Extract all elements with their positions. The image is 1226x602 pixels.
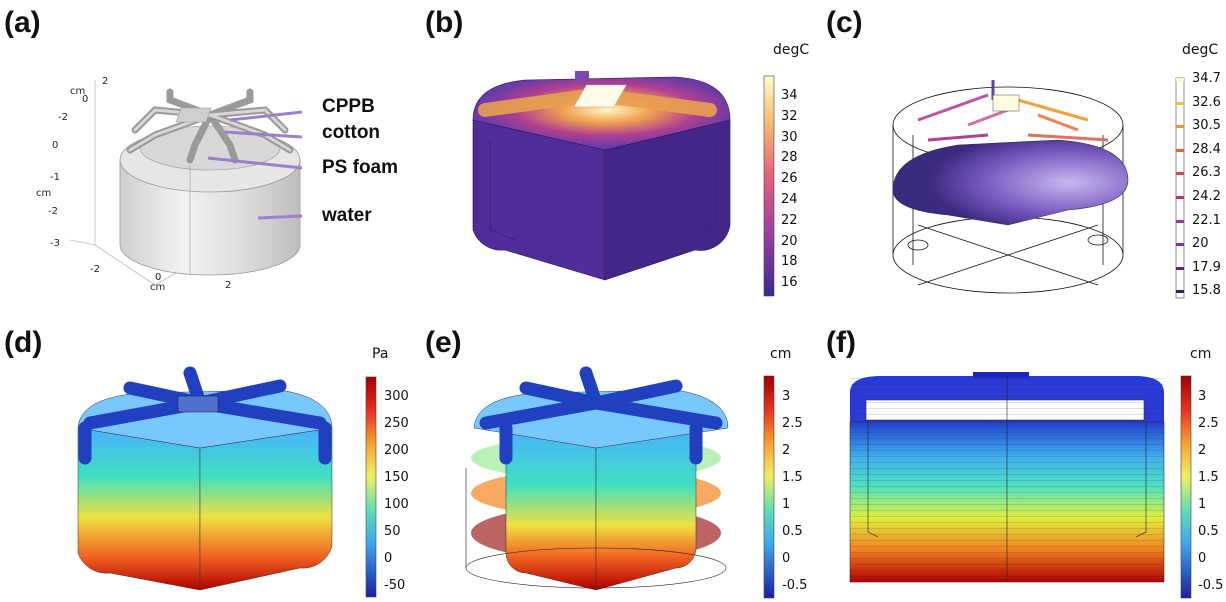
colorbar-d-tick-0: 300	[384, 389, 409, 404]
axis-a-left-0: 0	[52, 140, 59, 151]
colorbar-d-tick-3: 150	[384, 470, 409, 485]
callout-cotton: cotton	[322, 122, 381, 143]
colorbar-e-tick-2: 2	[782, 443, 791, 458]
colorbar-c-mark-2	[1176, 125, 1184, 129]
colorbar-b-tick-3: 28	[781, 150, 798, 166]
colorbar-b-tick-7: 20	[781, 233, 798, 249]
axis-a-top-2: 2	[102, 76, 109, 87]
unit-f: cm	[1190, 346, 1212, 362]
unit-b: degC	[773, 42, 810, 58]
colorbar-c-tick-0: 34.7	[1192, 71, 1221, 86]
colorbar-c-mark-1	[1176, 101, 1184, 105]
colorbar-f	[1180, 375, 1192, 599]
unit-d: Pa	[372, 346, 389, 362]
colorbar-c-mark-9	[1176, 290, 1184, 294]
colorbar-f-tick-3: 1.5	[1198, 470, 1219, 485]
colorbar-c-tick-1: 32.6	[1192, 94, 1221, 110]
colorbar-d-tick-1: 250	[384, 416, 409, 431]
colorbar-b-tick-2: 30	[781, 129, 798, 145]
panel-label-d: (d)	[4, 326, 43, 359]
colorbar-f-tick-5: 0.5	[1198, 524, 1219, 539]
axis-a-bot-2: 2	[225, 280, 232, 291]
colorbar-f-tick-1: 2.5	[1198, 416, 1219, 431]
colorbar-e-tick-5: 0.5	[782, 524, 803, 539]
colorbar-e-tick-3: 1.5	[782, 470, 803, 485]
colorbar-b-tick-8: 18	[781, 254, 798, 270]
colorbar-e	[763, 375, 775, 599]
colorbar-d-tick-7: -50	[384, 578, 406, 593]
colorbar-c-tick-6: 22.1	[1192, 212, 1221, 228]
colorbar-b-tick-0: 34	[781, 88, 798, 103]
axis-a-bot-cm: cm	[150, 282, 166, 293]
colorbar-e-tick-0: 3	[782, 389, 791, 404]
unit-c: degC	[1182, 42, 1219, 58]
colorbar-e-tick-7: -0.5	[782, 578, 808, 593]
colorbar-c-mark-8	[1176, 266, 1184, 270]
colorbar-b-tick-9: 16	[781, 275, 798, 291]
panel-f-cross-section	[849, 372, 1165, 583]
panel-label-f: (f)	[826, 326, 856, 359]
axis-a-left-neg3: -3	[50, 238, 60, 249]
axis-a-left-neg2: -2	[58, 112, 68, 123]
panel-d-pressure-model	[77, 366, 333, 591]
panel-a-geometry	[69, 80, 303, 286]
colorbar-b-tick-5: 24	[781, 192, 798, 207]
panel-label-c: (c)	[826, 6, 863, 39]
colorbar-e-tick-4: 1	[782, 497, 791, 512]
unit-e: cm	[770, 346, 792, 362]
colorbar-c-mark-4	[1176, 172, 1184, 176]
colorbar-c-mark-3	[1176, 148, 1184, 152]
panel-label-a: (a)	[4, 6, 41, 39]
colorbar-c-tick-3: 28.4	[1192, 141, 1221, 157]
colorbar-c-mark-0	[1176, 78, 1184, 81]
colorbar-c-mark-6	[1176, 219, 1184, 223]
colorbar-f-tick-2: 2	[1198, 443, 1207, 458]
colorbar-c-mark-5	[1176, 196, 1184, 199]
colorbar-c-tick-8: 17.9	[1192, 259, 1221, 275]
axis-a-left-neg1: -1	[50, 172, 60, 183]
colorbar-d-tick-6: 0	[384, 551, 393, 566]
colorbar-f-tick-4: 1	[1198, 497, 1207, 512]
panel-label-e: (e)	[425, 326, 462, 359]
colorbar-b-tick-4: 26	[781, 171, 798, 187]
panel-b-temperature-model	[472, 71, 731, 281]
axis-a-bot-neg2: -2	[90, 264, 100, 275]
axis-a-top-cm: cm	[70, 86, 86, 97]
colorbar-b-tick-6: 22	[781, 212, 798, 228]
colorbar-f-tick-6: 0	[1198, 551, 1207, 566]
colorbar-c-tick-5: 24.2	[1192, 189, 1221, 204]
colorbar-c-tick-4: 26.3	[1192, 165, 1221, 181]
colorbar-b-tick-1: 32	[781, 108, 798, 124]
axis-a-bot-0: 0	[155, 272, 162, 283]
colorbar-f-tick-0: 3	[1198, 389, 1207, 404]
panel-e-displacement-model	[465, 366, 729, 591]
panel-c-slice-model	[892, 80, 1129, 294]
colorbar-c	[1175, 77, 1185, 299]
colorbar-c-tick-9: 15.8	[1192, 283, 1221, 299]
colorbar-c-tick-2: 30.5	[1192, 118, 1221, 134]
axis-a-top-0: 0	[82, 94, 89, 105]
axis-a-left-neg2b: -2	[48, 206, 58, 217]
callout-cppb: CPPB	[322, 96, 375, 117]
callout-ps-foam: PS foam	[322, 157, 399, 178]
axis-a-left-cm: cm	[36, 188, 52, 199]
colorbar-d	[365, 376, 377, 598]
colorbar-d-tick-2: 200	[384, 443, 409, 458]
colorbar-d-tick-5: 50	[384, 524, 401, 539]
colorbar-d-tick-4: 100	[384, 497, 409, 512]
colorbar-c-tick-7: 20	[1192, 236, 1209, 252]
colorbar-c-mark-7	[1176, 243, 1184, 247]
panel-label-b: (b)	[425, 6, 464, 39]
colorbar-f-tick-7: -0.5	[1198, 578, 1224, 593]
colorbar-b	[763, 75, 775, 297]
colorbar-e-tick-1: 2.5	[782, 416, 803, 431]
colorbar-e-tick-6: 0	[782, 551, 791, 566]
callout-water: water	[322, 205, 372, 226]
